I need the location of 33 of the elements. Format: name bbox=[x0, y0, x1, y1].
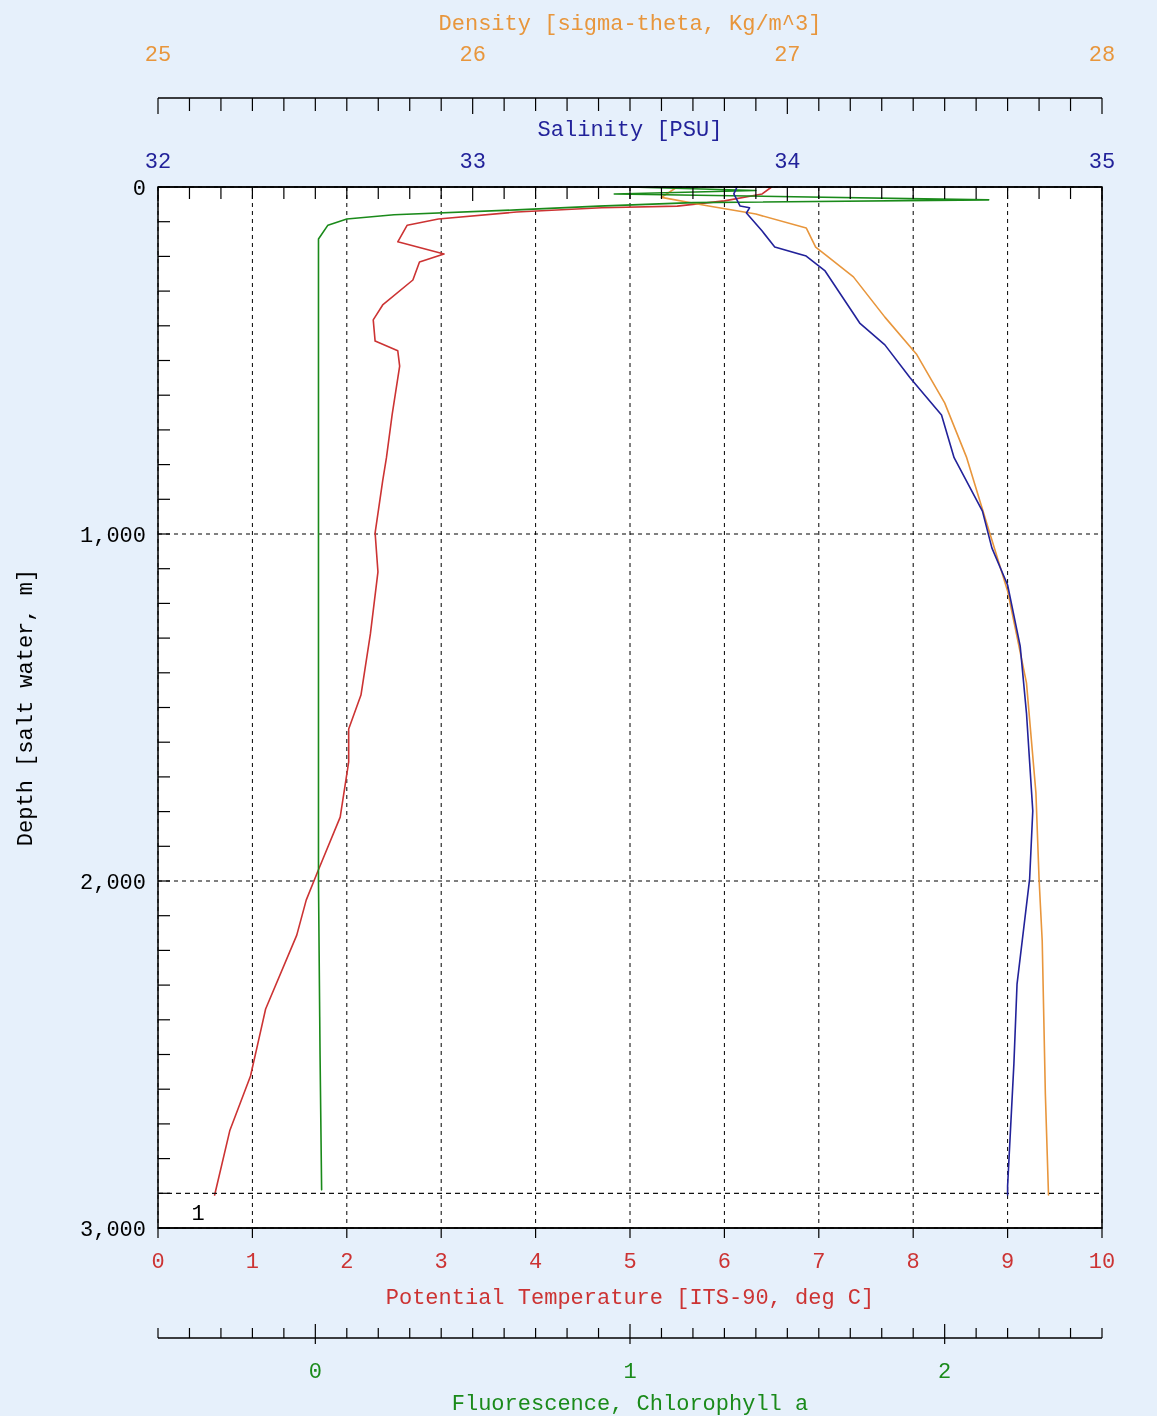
y-axis-title: Depth [salt water, m] bbox=[14, 568, 39, 847]
x2-tick-label: 25 bbox=[144, 43, 172, 68]
y-tick-label: 2,000 bbox=[79, 871, 146, 896]
x2-tick-label: 35 bbox=[1088, 150, 1116, 175]
x2-tick-label: 28 bbox=[1088, 43, 1116, 68]
x2-tick-label: 33 bbox=[459, 150, 486, 175]
x-tick-label: 1 bbox=[623, 1360, 637, 1385]
x2-tick-label: 32 bbox=[144, 150, 172, 175]
x-tick-label: 5 bbox=[623, 1250, 637, 1275]
x-tick-label: 10 bbox=[1088, 1250, 1116, 1275]
x-tick-label: 1 bbox=[245, 1250, 259, 1275]
annotation: 1 bbox=[191, 1202, 205, 1227]
y-tick-label: 0 bbox=[132, 177, 146, 202]
x-tick-label: 4 bbox=[529, 1250, 543, 1275]
x2-axis-title: Salinity [PSU] bbox=[537, 118, 723, 143]
x-tick-label: 6 bbox=[717, 1250, 731, 1275]
x-tick-label: 0 bbox=[151, 1250, 165, 1275]
x-tick-label: 0 bbox=[308, 1360, 322, 1385]
x-tick-label: 2 bbox=[938, 1360, 952, 1385]
x-tick-label: 3 bbox=[434, 1250, 448, 1275]
x2-tick-label: 27 bbox=[774, 43, 801, 68]
x-axis-title: Fluorescence, Chlorophyll a bbox=[451, 1392, 809, 1416]
x-tick-label: 9 bbox=[1001, 1250, 1015, 1275]
y-tick-label: 1,000 bbox=[79, 524, 146, 549]
x2-tick-label: 26 bbox=[459, 43, 486, 68]
line-series bbox=[213, 186, 773, 1196]
x-axis-title: Potential Temperature [ITS-90, deg C] bbox=[385, 1286, 875, 1311]
x-tick-label: 2 bbox=[340, 1250, 354, 1275]
x2-axis-title: Density [sigma-theta, Kg/m^3] bbox=[438, 12, 822, 37]
x-tick-label: 8 bbox=[906, 1250, 920, 1275]
x2-tick-label: 34 bbox=[774, 150, 801, 175]
y-tick-label: 3,000 bbox=[79, 1218, 146, 1243]
x-tick-label: 7 bbox=[812, 1250, 826, 1275]
